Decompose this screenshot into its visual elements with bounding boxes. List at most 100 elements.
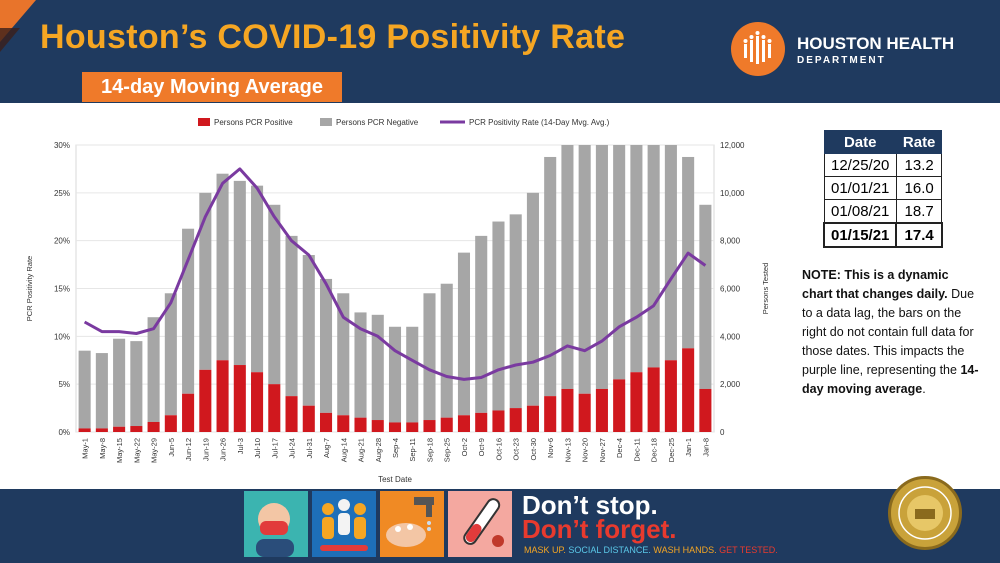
positive-bar xyxy=(613,379,626,432)
positive-bar xyxy=(509,408,522,432)
negative-bar xyxy=(199,192,212,370)
header-accent-shape-dark xyxy=(0,28,20,52)
negative-bar xyxy=(95,353,108,429)
note-lead: NOTE: This is a dynamic chart that chang… xyxy=(802,268,949,301)
x-tick-label: Aug-7 xyxy=(322,438,331,458)
tagline-social-distance: SOCIAL DISTANCE. xyxy=(568,545,651,555)
table-cell-date: 12/25/20 xyxy=(823,153,897,177)
table-cell-rate: 13.2 xyxy=(895,153,943,177)
table-cell-date: 01/15/21 xyxy=(822,222,898,248)
table-cell-rate: 18.7 xyxy=(895,199,943,224)
x-tick-label: Jan-8 xyxy=(701,438,710,457)
positive-bar xyxy=(216,360,229,432)
x-tick-label: Oct-9 xyxy=(477,438,486,456)
y-tick-label-left: 30% xyxy=(54,141,70,150)
negative-bar xyxy=(268,204,281,385)
positive-bar xyxy=(251,372,264,432)
legend-swatch-positive xyxy=(198,118,210,126)
negative-bar xyxy=(251,185,264,373)
table-row: 01/01/21 16.0 xyxy=(823,176,943,200)
x-tick-label: Dec-25 xyxy=(667,438,676,462)
positive-bar xyxy=(388,422,402,432)
y-tick-label-right: 2,000 xyxy=(720,380,741,389)
negative-bar xyxy=(423,293,436,421)
x-tick-label: Nov-6 xyxy=(546,438,555,458)
negative-bar xyxy=(664,145,677,361)
legend-label-positive: Persons PCR Positive xyxy=(214,118,293,127)
y-axis-title-left: PCR Positivity Rate xyxy=(25,256,34,321)
x-tick-label: May-1 xyxy=(81,438,90,459)
positive-bar xyxy=(630,372,643,432)
x-tick-label: Aug-14 xyxy=(339,438,348,462)
x-tick-label: Aug-21 xyxy=(357,438,366,462)
y-tick-label-left: 5% xyxy=(58,380,70,389)
negative-bar xyxy=(337,293,350,416)
negative-bar xyxy=(354,312,367,418)
y-tick-label-right: 0 xyxy=(720,428,725,437)
negative-bar xyxy=(113,338,126,427)
positive-bar xyxy=(199,369,212,432)
negative-bar xyxy=(613,145,626,380)
y-tick-label-right: 12,000 xyxy=(720,141,745,150)
negative-bar xyxy=(233,180,246,366)
negative-bar xyxy=(302,255,315,406)
x-tick-label: Oct-23 xyxy=(512,438,521,461)
y-tick-label-right: 8,000 xyxy=(720,237,741,246)
negative-bar xyxy=(285,235,298,397)
negative-bar xyxy=(647,145,660,368)
positive-bar xyxy=(164,415,177,432)
table-cell-rate: 16.0 xyxy=(895,176,943,200)
rate-table: Date Rate 12/25/20 13.2 01/01/21 16.0 01… xyxy=(822,130,943,248)
negative-bar xyxy=(578,145,591,394)
table-header-rate: Rate xyxy=(895,130,943,154)
y-tick-label-right: 6,000 xyxy=(720,285,741,294)
positive-bar xyxy=(354,417,367,432)
negative-bar xyxy=(544,156,557,397)
x-tick-label: Dec-11 xyxy=(632,438,641,462)
negative-bar xyxy=(164,293,177,416)
x-tick-label: May-29 xyxy=(150,438,159,463)
x-tick-label: Sep-18 xyxy=(425,438,434,462)
health-department-logo-icon xyxy=(731,22,785,76)
positive-bar xyxy=(319,412,333,432)
y-tick-label-right: 4,000 xyxy=(720,332,741,341)
logo-name: HOUSTON HEALTH xyxy=(797,34,955,53)
x-tick-label: Jun-26 xyxy=(219,438,228,461)
page-subtitle: 14-day Moving Average xyxy=(82,72,342,102)
tagline: MASK UP. SOCIAL DISTANCE. WASH HANDS. GE… xyxy=(524,545,778,555)
negative-bar xyxy=(388,326,402,423)
note-body: Due to a data lag, the bars on the right… xyxy=(802,287,975,377)
page-title: Houston’s COVID-19 Positivity Rate xyxy=(40,18,626,56)
face-mask-icon xyxy=(244,491,308,557)
negative-bar xyxy=(130,341,143,427)
x-tick-label: May-15 xyxy=(115,438,124,463)
note-end: . xyxy=(922,382,926,396)
positive-bar xyxy=(113,426,126,432)
tagline-wash-hands: WASH HANDS. xyxy=(653,545,717,555)
legend-label-negative: Persons PCR Negative xyxy=(336,118,419,127)
x-tick-label: Jun-5 xyxy=(167,438,176,457)
negative-bar xyxy=(561,145,574,389)
negative-bar xyxy=(630,145,643,373)
table-row: 01/08/21 18.7 xyxy=(823,199,943,224)
y-axis-title-right: Persons Tested xyxy=(761,263,770,315)
positive-bar xyxy=(457,415,471,432)
positive-bar xyxy=(423,420,436,432)
negative-bar xyxy=(182,228,195,394)
x-tick-label: Jul-3 xyxy=(236,438,245,454)
positivity-chart: 0% 0 5% 2,000 10% 4,000 15% 6,000 20% 8,000 25% 10,… xyxy=(25,118,770,484)
x-tick-label: Oct-2 xyxy=(460,438,469,456)
positive-bar xyxy=(337,415,350,432)
positive-bar xyxy=(526,405,539,432)
x-tick-label: Oct-16 xyxy=(494,438,503,461)
x-tick-label: Jun-12 xyxy=(184,438,193,461)
header-banner: Houston’s COVID-19 Positivity Rate 14-da… xyxy=(0,0,1000,103)
positive-bar xyxy=(147,421,160,432)
positive-bar xyxy=(647,367,660,432)
positive-bar xyxy=(595,388,608,432)
y-tick-label-left: 25% xyxy=(54,189,70,198)
x-tick-label: Jul-17 xyxy=(270,438,279,458)
positive-bar xyxy=(302,405,315,432)
negative-bar xyxy=(595,145,608,389)
positive-bar xyxy=(130,426,143,432)
